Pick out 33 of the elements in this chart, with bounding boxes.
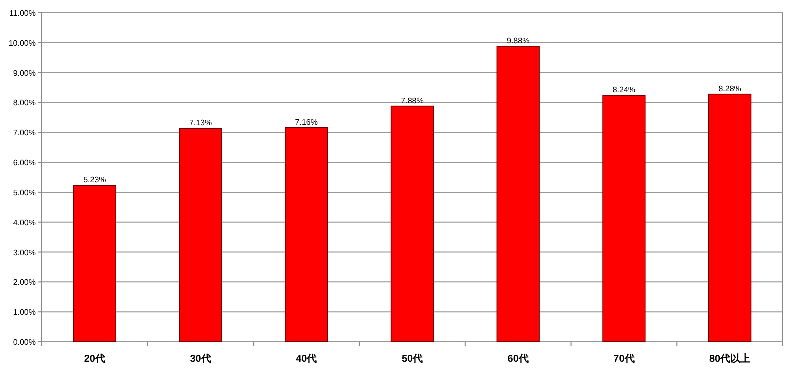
x-tick-label: 50代 bbox=[402, 353, 424, 365]
y-tick-label: 7.00% bbox=[13, 128, 36, 138]
y-tick-label: 5.00% bbox=[13, 188, 36, 198]
bar bbox=[179, 128, 222, 342]
data-label: 8.24% bbox=[612, 86, 636, 95]
data-label: 8.28% bbox=[718, 84, 742, 94]
bar bbox=[73, 185, 116, 342]
data-label: 7.16% bbox=[295, 118, 318, 127]
y-tick-label: 9.00% bbox=[13, 68, 36, 78]
bar bbox=[602, 95, 646, 342]
data-label: 7.88% bbox=[401, 96, 424, 106]
y-tick-label: 3.00% bbox=[13, 248, 36, 258]
x-tick-label: 20代 bbox=[84, 353, 106, 365]
bar bbox=[496, 46, 540, 342]
y-tick-label: 10.00% bbox=[8, 38, 36, 48]
y-tick-label: 1.00% bbox=[13, 308, 36, 318]
x-tick-label: 70代 bbox=[614, 353, 635, 365]
x-tick-label: 30代 bbox=[190, 353, 212, 365]
y-tick-label: 2.00% bbox=[13, 278, 36, 288]
x-tick-label: 80代以上 bbox=[710, 353, 751, 365]
x-tick-label: 60代 bbox=[508, 353, 529, 365]
data-label: 5.23% bbox=[84, 176, 106, 185]
bar bbox=[708, 94, 752, 342]
data-label: 9.88% bbox=[507, 36, 530, 46]
x-tick-label: 40代 bbox=[296, 353, 318, 365]
y-tick-label: 6.00% bbox=[13, 158, 36, 168]
y-tick-label: 8.00% bbox=[13, 98, 36, 108]
bar bbox=[390, 106, 434, 342]
bar bbox=[285, 127, 328, 342]
data-label: 7.13% bbox=[189, 118, 212, 128]
y-tick-label: 4.00% bbox=[13, 218, 36, 228]
y-tick-label: 11.00% bbox=[9, 9, 36, 18]
y-tick-label: 0.00% bbox=[13, 338, 36, 347]
